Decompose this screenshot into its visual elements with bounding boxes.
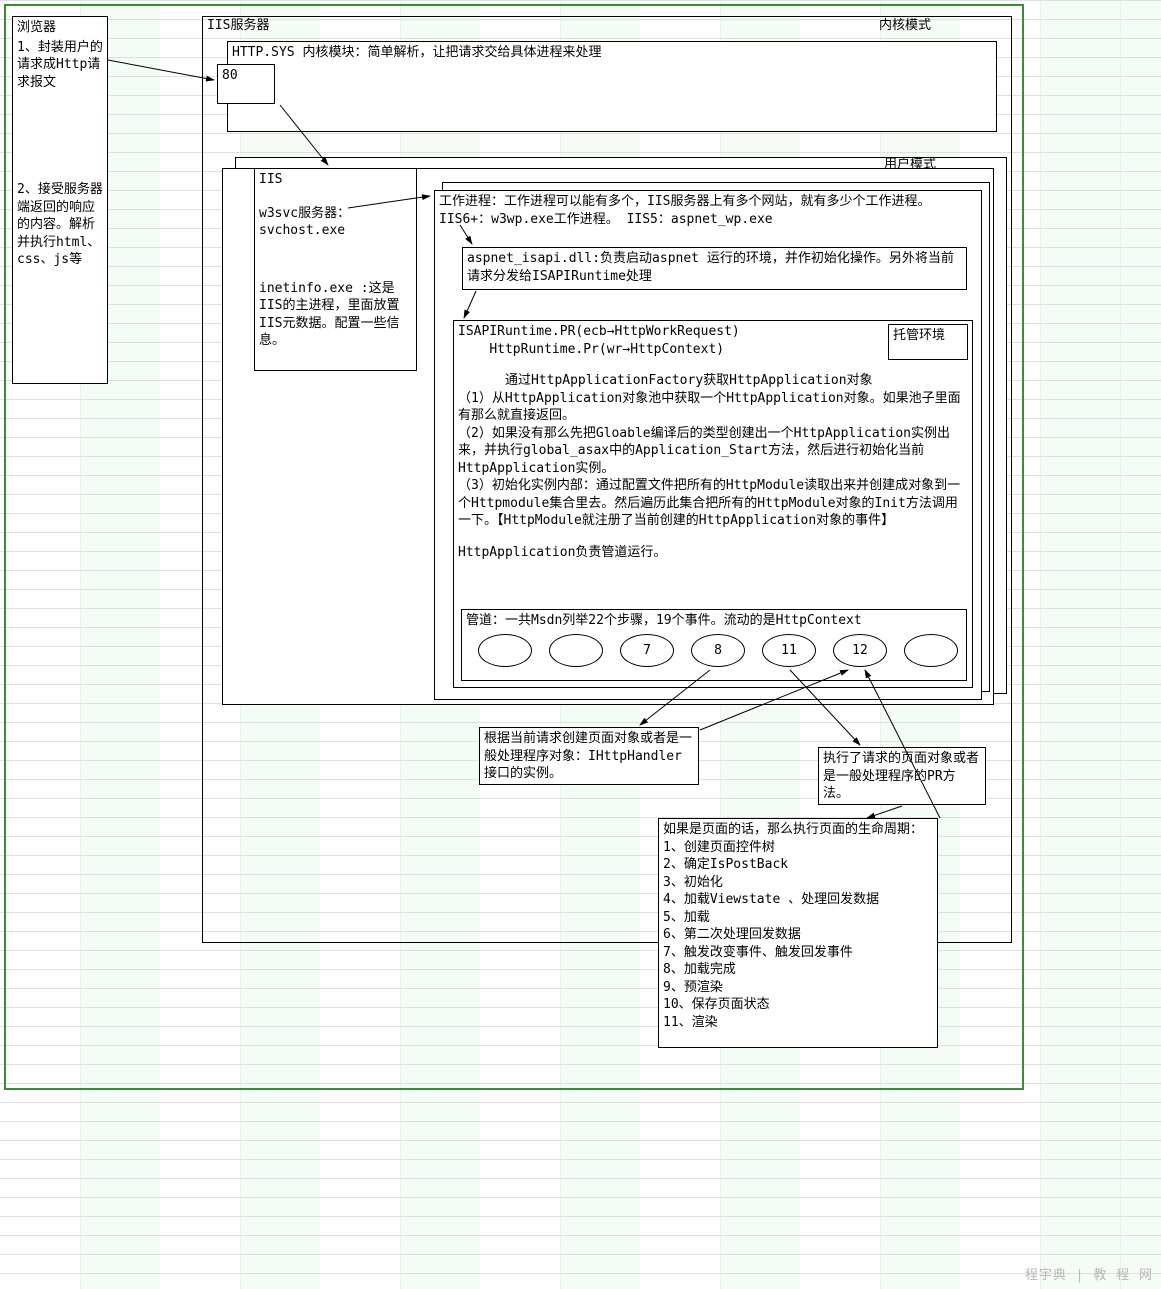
- iis-w3svc: w3svc服务器：svchost.exe: [259, 205, 412, 240]
- note-right-text: 执行了请求的页面对象或者是一般处理程序的PR方法。: [823, 750, 981, 803]
- lifecycle-8: 8、加载完成: [663, 961, 933, 979]
- watermark: 程宇典 | 教 程 网: [1025, 1264, 1153, 1283]
- runtime-l4: （1）从HttpApplication对象池中获取一个HttpApplicati…: [458, 390, 968, 425]
- pipeline-step-8: 8: [691, 634, 745, 667]
- runtime-l7: HttpApplication负责管道运行。: [458, 544, 968, 562]
- managed-env-text: 托管环境: [893, 327, 963, 345]
- worker-l1: 工作进程：工作进程可以能有多个，IIS服务器上有多个网站，就有多少个工作进程。: [439, 193, 977, 211]
- runtime-l3: 通过HttpApplicationFactory获取HttpApplicatio…: [458, 372, 968, 390]
- lifecycle-box: 如果是页面的话，那么执行页面的生命周期： 1、创建页面控件树 2、确定IsPos…: [658, 818, 938, 1048]
- iis-server-title: IIS服务器: [207, 17, 269, 35]
- lifecycle-3: 3、初始化: [663, 874, 933, 892]
- note-execute-handler: 执行了请求的页面对象或者是一般处理程序的PR方法。: [818, 747, 986, 805]
- iis-inetinfo: inetinfo.exe :这是IIS的主进程，里面放置IIS元数据。配置一些信…: [259, 280, 412, 350]
- pipeline-step-12: 12: [833, 634, 887, 667]
- lifecycle-11: 11、渲染: [663, 1014, 933, 1032]
- lifecycle-1: 1、创建页面控件树: [663, 839, 933, 857]
- note-left-text: 根据当前请求创建页面对象或者是一般处理程序对象：IHttpHandler接口的实…: [484, 730, 694, 783]
- browser-p1: 1、封装用户的请求成Http请求报文: [17, 39, 103, 92]
- pipeline-step: [904, 634, 958, 667]
- runtime-l6: （3）初始化实例内部：通过配置文件把所有的HttpModule读取出来并创建成对…: [458, 477, 968, 530]
- lifecycle-4: 4、加载Viewstate 、处理回发数据: [663, 891, 933, 909]
- pipeline-step-7: 7: [620, 634, 674, 667]
- diagram-canvas: 浏览器 1、封装用户的请求成Http请求报文 2、接受服务器端返回的响应的内容。…: [0, 0, 1161, 1289]
- port-label: 80: [222, 67, 270, 85]
- kernel-mode-label: 内核模式: [879, 17, 931, 35]
- iis-inner-title: IIS: [259, 171, 412, 189]
- browser-p2: 2、接受服务器端返回的响应的内容。解析并执行html、css、js等: [17, 181, 103, 269]
- runtime-l5: （2）如果没有那么先把Gloable编译后的类型创建出一个HttpApplica…: [458, 425, 968, 478]
- worker-l2: IIS6+：w3wp.exe工作进程。 IIS5：aspnet_wp.exe: [439, 211, 977, 229]
- isapi-box: aspnet_isapi.dll:负责启动aspnet 运行的环境，并作初始化操…: [462, 247, 967, 290]
- browser-box: 浏览器 1、封装用户的请求成Http请求报文 2、接受服务器端返回的响应的内容。…: [12, 16, 108, 384]
- pipeline-step: [549, 634, 603, 667]
- pipeline-caption: 管道：一共Msdn列举22个步骤，19个事件。流动的是HttpContext: [466, 612, 962, 630]
- http-sys-box: HTTP.SYS 内核模块：简单解析，让把请求交给具体进程来处理: [227, 41, 997, 132]
- lifecycle-2: 2、确定IsPostBack: [663, 856, 933, 874]
- lifecycle-10: 10、保存页面状态: [663, 996, 933, 1014]
- lifecycle-5: 5、加载: [663, 909, 933, 927]
- isapi-text: aspnet_isapi.dll:负责启动aspnet 运行的环境，并作初始化操…: [467, 250, 962, 285]
- managed-env-box: 托管环境: [888, 324, 968, 360]
- browser-title: 浏览器: [17, 19, 103, 37]
- iis-inner-box: IIS w3svc服务器：svchost.exe inetinfo.exe :这…: [254, 168, 417, 371]
- pipeline-step: [478, 634, 532, 667]
- lifecycle-7: 7、触发改变事件、触发回发事件: [663, 944, 933, 962]
- pipeline-step-11: 11: [762, 634, 816, 667]
- lifecycle-6: 6、第二次处理回发数据: [663, 926, 933, 944]
- lifecycle-title: 如果是页面的话，那么执行页面的生命周期：: [663, 821, 933, 839]
- http-sys-text: HTTP.SYS 内核模块：简单解析，让把请求交给具体进程来处理: [232, 44, 992, 62]
- port-box: 80: [217, 64, 275, 104]
- lifecycle-9: 9、预渲染: [663, 979, 933, 997]
- note-create-handler: 根据当前请求创建页面对象或者是一般处理程序对象：IHttpHandler接口的实…: [479, 727, 699, 785]
